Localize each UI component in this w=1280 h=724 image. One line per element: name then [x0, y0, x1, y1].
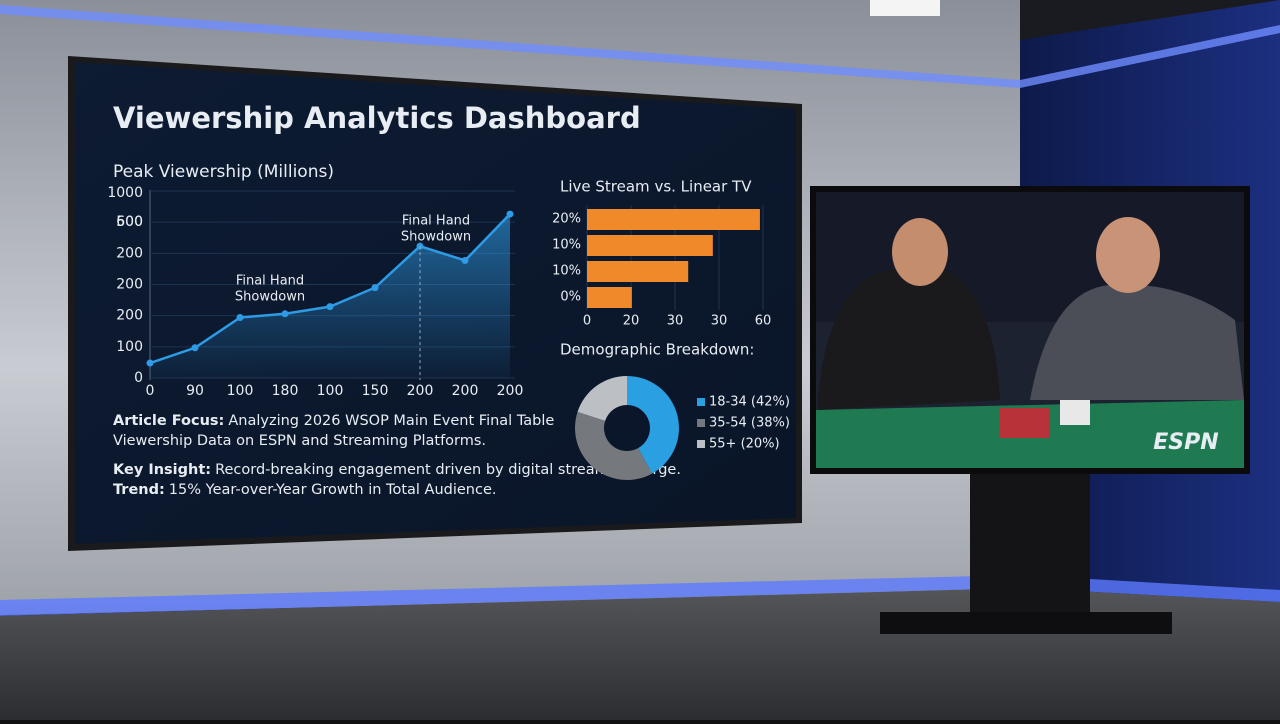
x-tick-label: 20 — [623, 314, 640, 329]
bar — [587, 209, 760, 230]
point — [191, 344, 199, 352]
y-tick-label: 20% — [552, 212, 581, 227]
player-right-head — [1096, 217, 1160, 293]
y-tick-label: 0 — [134, 370, 143, 386]
y-tick-label: 600 — [116, 214, 143, 230]
legend-swatch — [697, 398, 705, 406]
y-tick-label: 200 — [116, 245, 143, 261]
legend-label: 35-54 (38%) — [709, 416, 790, 431]
x-tick-label: 0 — [583, 314, 591, 329]
x-tick-label: 60 — [755, 314, 772, 329]
axis-top-label: 1000 — [107, 185, 143, 201]
chips — [1060, 400, 1090, 425]
chart-title: Peak Viewership (Millions) — [113, 162, 334, 182]
bar — [587, 287, 632, 308]
floor-light — [0, 575, 1280, 616]
x-tick-label: 150 — [362, 383, 389, 399]
player-right — [1030, 284, 1244, 400]
x-tick-label: 0 — [146, 383, 155, 399]
note-text: Key Insight: Record-breaking engagement d… — [113, 462, 681, 478]
x-tick-label: 100 — [317, 383, 344, 399]
y-tick-label: 10% — [552, 264, 581, 279]
annotation: Final Hand — [236, 274, 304, 289]
annotation: Showdown — [235, 290, 305, 305]
x-tick-label: 100 — [227, 383, 254, 399]
x-tick-label: 200 — [497, 383, 524, 399]
donut-slice — [577, 376, 627, 421]
annotation: Showdown — [401, 230, 471, 245]
dashboard-title: Viewership Analytics Dashboard — [113, 101, 641, 135]
note-text: Trend: 15% Year-over-Year Growth in Total… — [113, 482, 496, 498]
donut-slice — [575, 411, 653, 480]
point — [461, 257, 469, 265]
note-label: Key Insight: — [113, 462, 211, 478]
tv-base — [880, 612, 1172, 634]
player-left-head — [892, 218, 948, 286]
player-left — [818, 266, 1000, 410]
point — [506, 210, 514, 218]
bar — [587, 261, 689, 282]
donut-slice — [627, 376, 679, 474]
note-label: Article Focus: — [113, 413, 224, 429]
point — [146, 359, 154, 367]
x-tick-label: 180 — [272, 383, 299, 399]
tv-logo: ESPN — [1153, 430, 1218, 455]
ceiling-light — [870, 0, 940, 16]
note-body: Analyzing 2026 WSOP Main Event Final Tab… — [228, 413, 554, 429]
chart-title: Live Stream vs. Linear TV — [560, 178, 752, 196]
tv-stand — [970, 468, 1090, 618]
note-label: Trend: — [113, 482, 165, 498]
x-tick-label: 200 — [407, 383, 434, 399]
annotation: Final Hand — [402, 214, 470, 229]
x-tick-label: 30 — [667, 314, 684, 329]
legend-swatch — [697, 440, 705, 448]
tv: ESPN — [810, 186, 1250, 634]
point — [281, 310, 289, 318]
y-tick-label: 200 — [116, 308, 143, 324]
x-tick-label: 90 — [186, 383, 204, 399]
point — [371, 284, 379, 292]
y-tick-label: 200 — [116, 277, 143, 293]
bar — [587, 235, 713, 256]
y-tick-label: 10% — [552, 238, 581, 253]
legend-label: 18-34 (42%) — [709, 395, 790, 410]
y-tick-label: 100 — [116, 339, 143, 355]
y-tick-label: 0% — [560, 290, 581, 305]
note-text: Viewership Data on ESPN and Streaming Pl… — [113, 433, 486, 449]
x-tick-label: 30 — [711, 314, 728, 329]
note-body: Record-breaking engagement driven by dig… — [215, 462, 681, 478]
note-body: Viewership Data on ESPN and Streaming Pl… — [113, 433, 486, 449]
y-tick-label: 500 — [116, 214, 143, 230]
note-text: Article Focus: Analyzing 2026 WSOP Main E… — [113, 413, 554, 429]
legend-label: 55+ (20%) — [709, 437, 780, 452]
x-tick-label: 200 — [452, 383, 479, 399]
point — [236, 314, 244, 322]
chart-title: Demographic Breakdown: — [560, 341, 754, 359]
legend-swatch — [697, 419, 705, 427]
point — [326, 303, 334, 311]
chips — [1000, 408, 1050, 438]
note-body: 15% Year-over-Year Growth in Total Audie… — [169, 482, 497, 498]
